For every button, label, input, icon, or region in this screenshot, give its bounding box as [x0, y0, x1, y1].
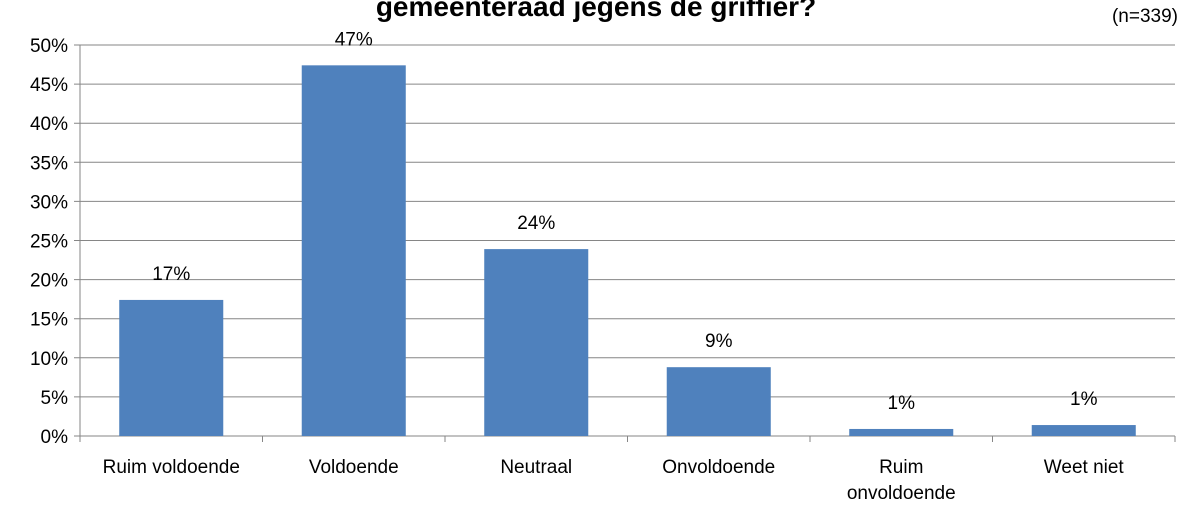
- y-tick-label: 15%: [30, 310, 68, 331]
- bar: [1031, 425, 1136, 436]
- y-tick-label: 50%: [30, 36, 68, 57]
- data-label: 1%: [1070, 389, 1098, 410]
- chart-title: gemeenteraad jegens de griffier?: [376, 0, 816, 22]
- y-tick-label: 10%: [30, 349, 68, 370]
- x-tick-label: Weet niet: [1043, 457, 1124, 478]
- annotation: (n=339): [1112, 6, 1178, 27]
- y-tick-label: 0%: [41, 427, 69, 448]
- x-tick-label: Ruim onvoldoende: [846, 457, 956, 504]
- y-tick-label: 40%: [30, 114, 68, 135]
- bar: [849, 428, 954, 436]
- data-label: 24%: [517, 213, 555, 234]
- y-tick-label: 45%: [30, 75, 68, 96]
- x-tick-label: Neutraal: [500, 457, 573, 478]
- bar: [666, 367, 771, 436]
- data-label: 17%: [152, 264, 190, 285]
- data-label: 1%: [888, 393, 916, 414]
- y-tick-label: 5%: [41, 388, 69, 409]
- bar: [119, 299, 224, 436]
- x-tick-label: Onvoldoende: [662, 457, 776, 478]
- data-label: 9%: [705, 331, 733, 352]
- data-label: 47%: [335, 29, 373, 50]
- bar: [301, 65, 406, 436]
- y-tick-label: 25%: [30, 232, 68, 253]
- y-tick-label: 35%: [30, 153, 68, 174]
- bar: [484, 249, 589, 436]
- x-tick-label: Voldoende: [308, 457, 399, 478]
- y-tick-label: 20%: [30, 271, 68, 292]
- x-tick-label: Ruim voldoende: [102, 457, 240, 478]
- y-tick-label: 30%: [30, 192, 68, 213]
